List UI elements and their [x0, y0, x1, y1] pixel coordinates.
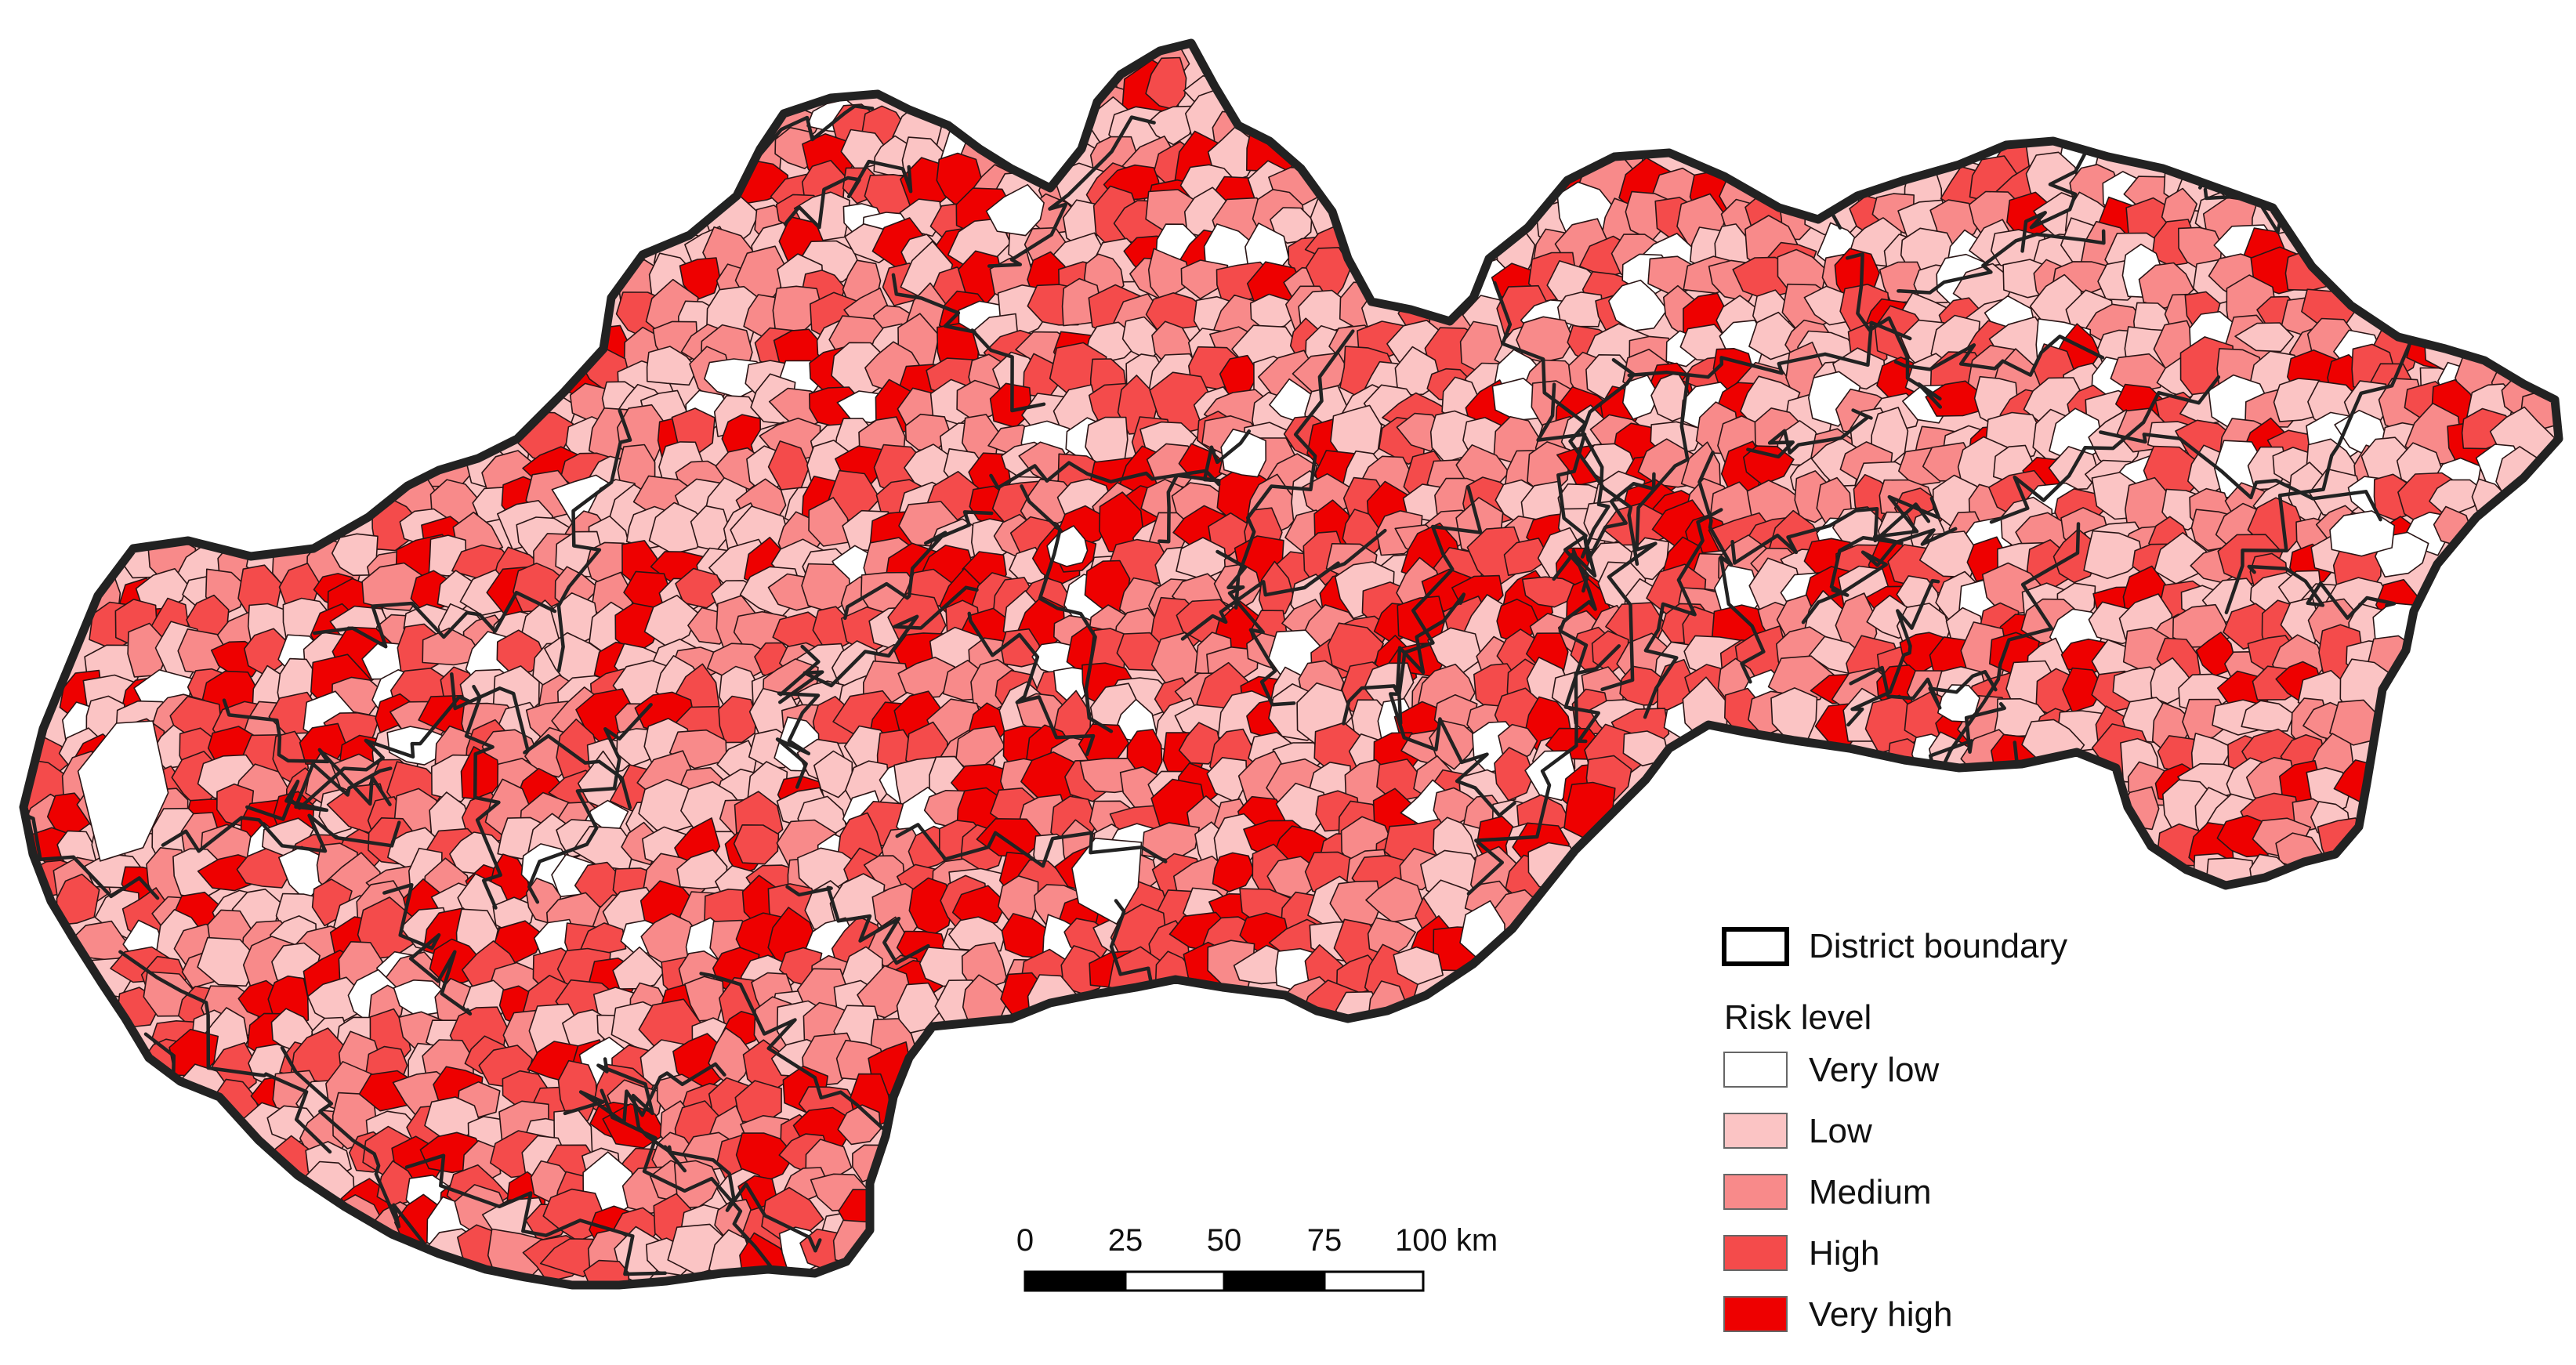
municipality-polygon: [1770, 687, 1818, 740]
legend-boundary-label: District boundary: [1809, 927, 2067, 965]
scale-tick-label: 75: [1307, 1223, 1342, 1258]
legend-swatch-very-low: [1723, 1052, 1788, 1088]
scale-tick-label: 25: [1108, 1223, 1143, 1258]
district-boundary-line: [2197, 43, 2375, 190]
municipality-polygon: [1053, 667, 1092, 703]
scale-segment: [1024, 1270, 1127, 1292]
municipality-polygon: [422, 627, 485, 666]
municipality-polygon: [646, 346, 698, 386]
legend-swatch-low: [1723, 1113, 1788, 1149]
municipality-polygon: [1397, 596, 1446, 645]
municipality-polygon: [808, 497, 852, 547]
legend-label-low: Low: [1809, 1112, 1872, 1150]
legend-title: Risk level: [1724, 998, 1871, 1037]
scale-tick-label: 100 km: [1395, 1223, 1498, 1258]
scale-segment: [1124, 1270, 1226, 1292]
legend-label-high: High: [1809, 1234, 1880, 1273]
municipality-polygon: [718, 695, 757, 744]
municipality-polygon: [1145, 292, 1208, 330]
municipality-polygon: [2234, 322, 2295, 353]
legend: District boundary Risk level Very low Lo…: [1722, 927, 2067, 1334]
scale-segment: [1223, 1270, 1326, 1292]
scale-tick-label: 0: [1016, 1223, 1034, 1258]
scale-tick-label: 50: [1207, 1223, 1242, 1258]
legend-label-very-high: Very high: [1809, 1295, 1952, 1334]
legend-swatch-very-high: [1723, 1296, 1788, 1332]
legend-label-very-low: Very low: [1809, 1051, 1940, 1089]
scale-segment: [1323, 1270, 1425, 1292]
municipality-polygon: [583, 1259, 630, 1285]
legend-label-medium: Medium: [1809, 1173, 1932, 1211]
municipality-polygon: [1608, 279, 1668, 332]
legend-swatch-high: [1723, 1235, 1788, 1271]
scale-bar: 0 25 50 75 100 km: [1016, 1223, 1498, 1292]
legend-swatch-district-boundary: [1722, 927, 1789, 966]
municipality-polygon: [2083, 530, 2143, 580]
municipality-polygon: [127, 622, 168, 678]
municipality-polygon: [813, 750, 853, 798]
municipality-polygon: [2110, 353, 2168, 393]
municipality-polygon: [331, 533, 379, 577]
municipality-polygon: [706, 643, 771, 679]
municipality-polygon: [679, 257, 720, 301]
municipality-polygon: [2241, 700, 2295, 732]
country-area: [19, 38, 2563, 1290]
legend-swatch-medium: [1723, 1174, 1788, 1210]
